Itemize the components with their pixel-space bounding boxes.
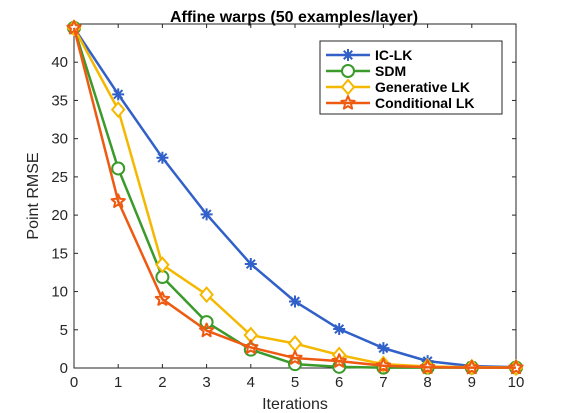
x-tick-label: 1 <box>114 374 122 391</box>
data-point <box>199 286 214 304</box>
legend-entry: SDM <box>326 63 406 79</box>
y-tick-label: 30 <box>51 131 68 148</box>
data-point <box>341 64 355 78</box>
data-point <box>419 359 436 374</box>
data-point <box>110 101 126 119</box>
data-point <box>508 359 524 375</box>
data-point <box>154 291 171 306</box>
y-tick-label: 20 <box>51 207 68 224</box>
x-tick-label: 9 <box>468 374 476 391</box>
legend-entry: Generative LK <box>326 78 470 96</box>
data-point <box>200 208 213 221</box>
x-tick-label: 7 <box>379 374 387 391</box>
x-tick-label: 10 <box>508 374 525 391</box>
series-group <box>66 19 524 377</box>
legend-label: SDM <box>375 63 406 79</box>
data-point <box>333 323 346 336</box>
y-tick-label: 0 <box>60 360 68 377</box>
series-conditional-lk <box>66 19 524 375</box>
x-axis-label: Iterations <box>262 396 328 413</box>
x-tick-label: 5 <box>291 374 299 391</box>
legend-entry: IC-LK <box>326 47 412 63</box>
x-tick-label: 0 <box>70 374 78 391</box>
x-tick-label: 2 <box>158 374 166 391</box>
data-point <box>376 355 391 373</box>
data-point <box>199 315 214 330</box>
data-point <box>377 342 390 355</box>
y-tick-label: 10 <box>51 284 68 301</box>
data-point <box>342 49 354 61</box>
data-point <box>111 161 126 176</box>
data-point <box>66 19 82 35</box>
y-tick-label: 5 <box>60 322 68 339</box>
x-tick-label: 6 <box>335 374 343 391</box>
legend-label: Conditional LK <box>375 95 475 111</box>
legend-label: Generative LK <box>375 79 470 95</box>
data-point <box>331 353 347 368</box>
data-point <box>287 335 303 353</box>
y-tick-label: 25 <box>51 169 68 186</box>
x-tick-label: 3 <box>202 374 210 391</box>
data-point <box>156 151 169 164</box>
y-tick-label: 35 <box>51 92 68 109</box>
data-point <box>375 357 392 373</box>
series-line <box>72 27 516 369</box>
x-tick-label: 4 <box>247 374 255 391</box>
data-point <box>244 258 257 271</box>
data-point <box>243 339 259 355</box>
x-tick-label: 8 <box>423 374 431 391</box>
data-point <box>287 350 303 365</box>
data-point <box>340 78 356 96</box>
chart-title: Affine warps (50 examples/layer) <box>170 9 418 26</box>
data-point <box>110 193 126 209</box>
data-point <box>340 95 356 110</box>
y-axis-label: Point RMSE <box>25 152 42 239</box>
legend-entry: Conditional LK <box>326 95 475 111</box>
y-tick-label: 40 <box>51 54 68 71</box>
y-tick-label: 15 <box>51 245 68 262</box>
legend-label: IC-LK <box>375 47 412 63</box>
data-point <box>198 322 215 338</box>
data-point <box>112 88 125 101</box>
data-point <box>464 359 480 375</box>
data-point <box>155 256 170 274</box>
data-point <box>289 295 301 308</box>
